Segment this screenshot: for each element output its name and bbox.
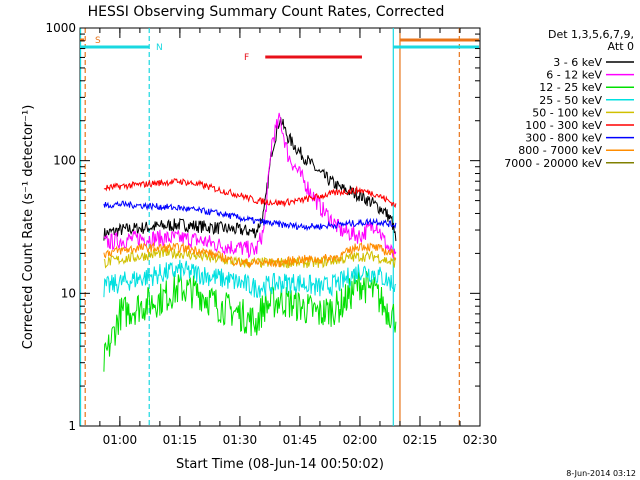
y-tick-label: 1000 xyxy=(45,21,76,35)
y-tick-label: 1 xyxy=(68,419,76,433)
x-tick-label: 01:15 xyxy=(163,433,198,447)
series-line xyxy=(103,200,397,232)
flare-marker-label: F xyxy=(244,53,249,63)
legend-label: 100 - 300 keV xyxy=(525,119,602,132)
footer-timestamp: 8-Jun-2014 03:12 xyxy=(566,469,636,478)
x-tick-label: 01:45 xyxy=(283,433,318,447)
y-axis-label: Corrected Count Rate (s⁻¹ detector⁻¹) xyxy=(21,105,36,350)
x-tick-label: 01:00 xyxy=(103,433,138,447)
x-tick-label: 01:30 xyxy=(223,433,258,447)
series-line xyxy=(103,117,397,242)
series-layer xyxy=(103,112,397,372)
series-line xyxy=(103,246,397,269)
legend-header-line-1: Det 1,3,5,6,7,9, xyxy=(548,28,634,41)
series-line xyxy=(103,241,397,268)
chart-title: HESSI Observing Summary Count Rates, Cor… xyxy=(88,4,445,20)
marker-layer: S N F xyxy=(79,28,479,426)
y-tick-label: 10 xyxy=(61,286,76,300)
legend-label: 6 - 12 keV xyxy=(546,69,602,82)
axis-layer: 1 10 100 1000 01:00 01:15 01:30 01:45 02:00 02:15… xyxy=(45,21,497,447)
series-line xyxy=(103,259,397,298)
x-axis-label: Start Time (08-Jun-14 00:50:02) xyxy=(176,457,384,472)
y-tick-label: 100 xyxy=(53,154,76,168)
night-marker-label: N xyxy=(156,43,163,53)
series-line xyxy=(103,270,397,372)
x-tick-label: 02:00 xyxy=(343,433,378,447)
legend-label: 300 - 800 keV xyxy=(525,132,602,145)
legend-label: 3 - 6 keV xyxy=(553,56,602,69)
legend-label: 25 - 50 keV xyxy=(539,94,602,107)
series-line xyxy=(103,112,397,259)
x-tick-label: 02:15 xyxy=(403,433,438,447)
legend-label: 12 - 25 keV xyxy=(539,81,602,94)
legend-label: 7000 - 20000 keV xyxy=(504,157,602,170)
plot-frame xyxy=(79,27,481,427)
legend-label: 800 - 7000 keV xyxy=(518,144,602,157)
x-tick-label: 02:30 xyxy=(463,433,498,447)
legend-label: 50 - 100 keV xyxy=(532,106,602,119)
saa-marker-label: S xyxy=(95,36,101,46)
legend-header-line-2: Att 0 xyxy=(608,40,634,53)
series-line xyxy=(103,178,397,209)
